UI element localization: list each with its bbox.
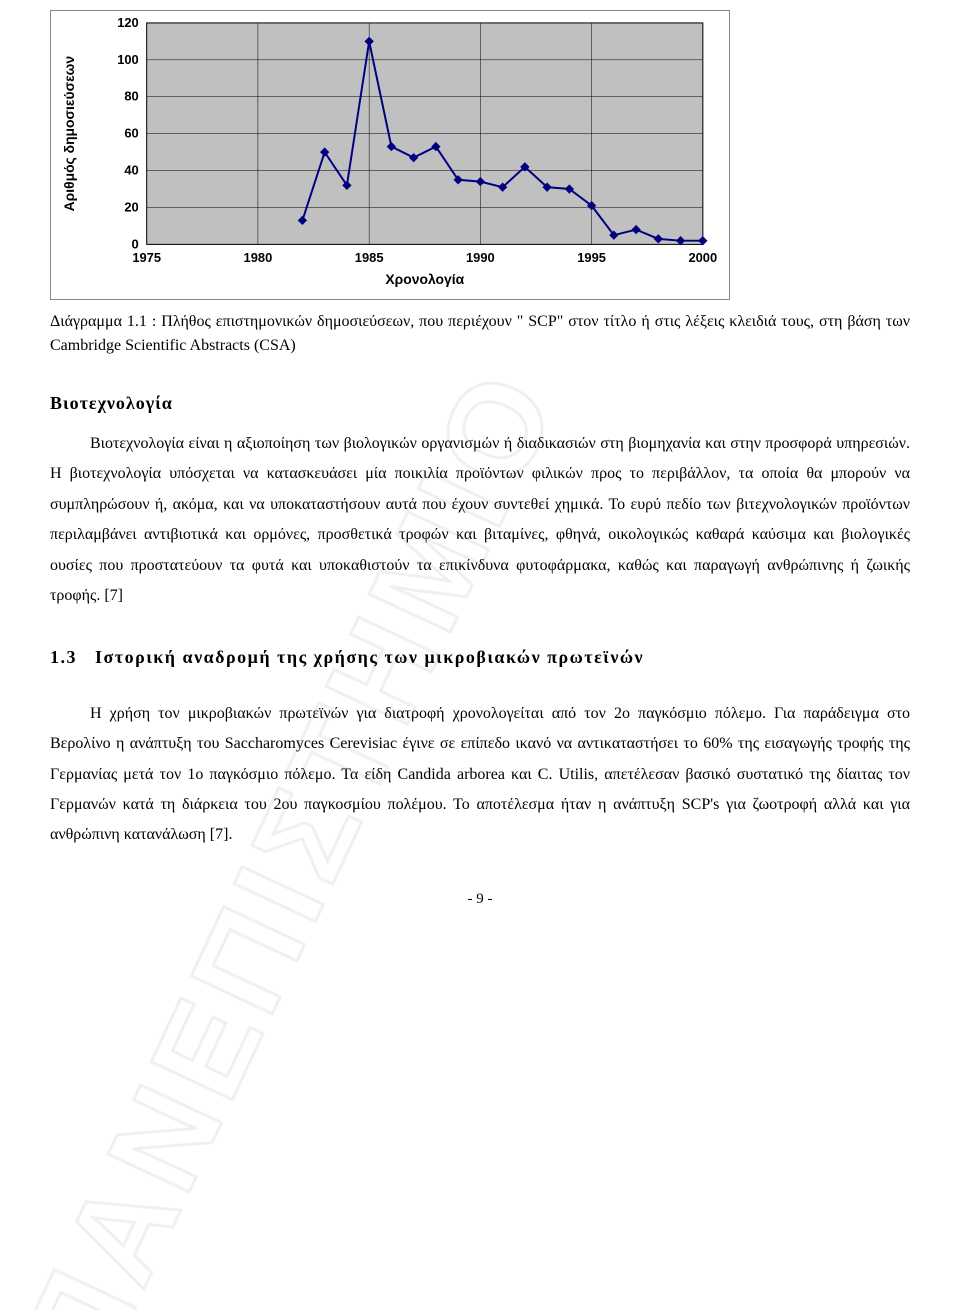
line-chart: 0 20 40 60 80 100 120 1975 1980 1985 1990 1995 2000 Α… bbox=[51, 11, 729, 299]
svg-text:100: 100 bbox=[117, 52, 139, 67]
chart-caption: Διάγραμμα 1.1 : Πλήθος επιστημονικών δημ… bbox=[50, 310, 910, 358]
svg-text:1990: 1990 bbox=[466, 250, 495, 265]
section-number: 1.3 bbox=[50, 641, 77, 673]
svg-text:40: 40 bbox=[124, 163, 138, 178]
svg-text:2000: 2000 bbox=[688, 250, 717, 265]
svg-text:120: 120 bbox=[117, 15, 139, 30]
svg-text:1975: 1975 bbox=[132, 250, 161, 265]
page-number: - 9 - bbox=[50, 891, 910, 908]
section-history-heading: 1.3 Ιστορική αναδρομή της χρήσης των μικρ… bbox=[50, 641, 910, 673]
section-title-text: Ιστορική αναδρομή της χρήσης των μικροβι… bbox=[95, 647, 644, 667]
svg-text:0: 0 bbox=[132, 236, 139, 251]
chart-container: 0 20 40 60 80 100 120 1975 1980 1985 1990 1995 2000 Α… bbox=[50, 10, 730, 300]
svg-text:Χρονολογία: Χρονολογία bbox=[385, 271, 464, 287]
section-history-body: Η χρήση τον μικροβιακών πρωτεϊνών για δι… bbox=[50, 699, 910, 851]
svg-text:Αριθμός δημοσιεύσεων: Αριθμός δημοσιεύσεων bbox=[61, 56, 77, 212]
svg-text:1980: 1980 bbox=[244, 250, 273, 265]
svg-text:60: 60 bbox=[124, 126, 138, 141]
svg-text:80: 80 bbox=[124, 89, 138, 104]
svg-text:1985: 1985 bbox=[355, 250, 384, 265]
svg-text:20: 20 bbox=[124, 199, 138, 214]
section-biotechnology-body: Βιοτεχνολογία είναι η αξιοποίηση των βιο… bbox=[50, 429, 910, 611]
section-biotechnology-heading: Βιοτεχνολογία bbox=[50, 393, 910, 414]
svg-text:1995: 1995 bbox=[577, 250, 606, 265]
